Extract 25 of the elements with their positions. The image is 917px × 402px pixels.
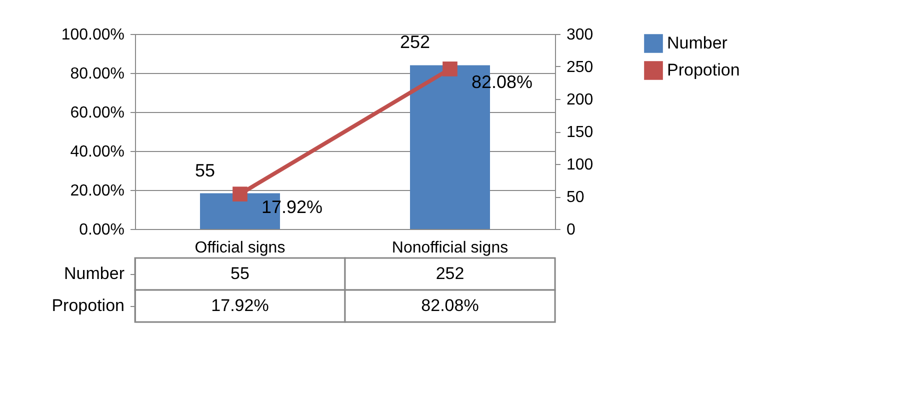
data-label: 82.08% [421, 296, 479, 315]
legend-label: Propotion [667, 60, 740, 80]
y-tick-label: 20.00% [70, 182, 124, 200]
x-tick-label: Nonofficial signs [392, 240, 508, 256]
y-tick-label: 40.00% [70, 144, 124, 160]
data-label: 55 [230, 264, 250, 283]
y2-tick-label: 150 [566, 124, 594, 141]
y-tick-label: 100.00% [61, 26, 124, 44]
text: Propotion [52, 296, 124, 315]
y-tick-label: 0.00% [79, 222, 124, 238]
y2-tick-label: 200 [566, 92, 594, 108]
y2-tick-label: 300 [566, 26, 594, 44]
data-label: 17.92% [211, 296, 269, 315]
y-tick-label: 60.00% [70, 104, 124, 122]
text: 55 [194, 160, 216, 180]
y2-tick-label: 0 [566, 222, 576, 238]
legend-label: Number [667, 34, 728, 52]
y2-tick-label: 50 [566, 189, 584, 206]
y-tick-label: 80.00% [70, 66, 124, 82]
y2-tick-label: 100 [566, 156, 594, 174]
text: 252 [400, 32, 430, 52]
text: Number [64, 264, 124, 283]
x-tick-label: Official signs [194, 240, 286, 256]
data-label: 252 [436, 264, 464, 283]
y2-tick-label: 250 [566, 59, 594, 76]
